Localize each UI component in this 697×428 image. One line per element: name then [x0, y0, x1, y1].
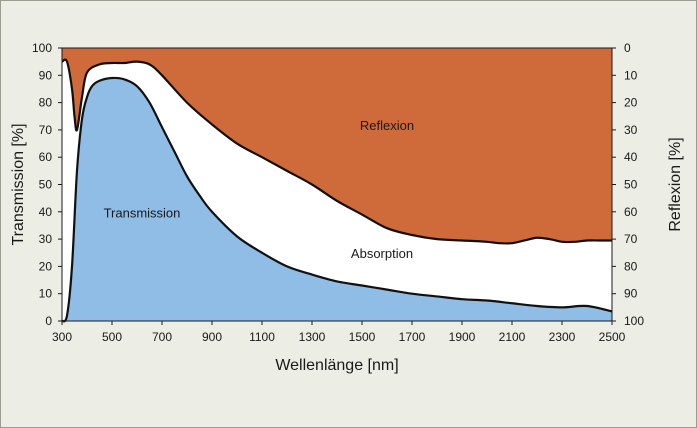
y-right-tick-label: 10	[624, 68, 638, 82]
y-left-tick-label: 100	[32, 41, 52, 55]
x-tick-label: 1300	[299, 330, 326, 344]
y-right-tick-label: 100	[624, 314, 644, 328]
y-left-tick-label: 70	[39, 123, 53, 137]
x-axis-title: Wellenlänge [nm]	[275, 357, 398, 374]
y-right-tick-label: 70	[624, 232, 638, 246]
transmission-area	[62, 77, 612, 322]
y-right-tick-label: 20	[624, 96, 638, 110]
y-right-tick-label: 40	[624, 150, 638, 164]
y-right-tick-label: 30	[624, 123, 638, 137]
x-tick-label: 1500	[349, 330, 376, 344]
region-label-reflexion: Reflexion	[360, 118, 414, 133]
y-left-tick-label: 80	[39, 96, 53, 110]
y-axis-left-title: Transmission [%]	[10, 123, 27, 245]
y-right-tick-label: 60	[624, 205, 638, 219]
chart-lines	[61, 58, 613, 323]
y-left-tick-label: 90	[39, 68, 53, 82]
x-tick-label: 1100	[249, 330, 275, 344]
x-tick-label: 500	[102, 330, 122, 344]
y-left-tick-label: 10	[39, 287, 53, 301]
x-tick-label: 2300	[549, 330, 576, 344]
x-tick-label: 700	[152, 330, 172, 344]
y-left-tick-label: 30	[39, 232, 53, 246]
transmission-line	[61, 76, 613, 323]
x-tick-label: 900	[202, 330, 222, 344]
y-right-tick-label: 0	[624, 41, 631, 55]
reflexion-line	[61, 58, 612, 245]
x-tick-label: 1900	[449, 330, 476, 344]
x-tick-label: 2500	[599, 330, 626, 344]
y-left-tick-label: 50	[39, 178, 53, 192]
y-left-tick-label: 0	[45, 314, 52, 328]
x-tick-label: 300	[52, 330, 72, 344]
y-axis-right-title: Reflexion [%]	[667, 137, 684, 231]
y-right-tick-label: 50	[624, 178, 638, 192]
region-label-transmission: Transmission	[104, 205, 181, 220]
x-tick-label: 2100	[499, 330, 526, 344]
x-tick-label: 1700	[399, 330, 426, 344]
y-axis-left-ticks: 0 10 20 30 40 50 60 70 80 90 100	[32, 41, 62, 328]
y-right-tick-label: 80	[624, 259, 638, 273]
y-left-tick-label: 60	[39, 150, 53, 164]
x-axis-ticks: 300 500 700 900 1100 1300 1500 1700 1900 2100 2300…	[52, 321, 626, 344]
region-label-absorption: Absorption	[351, 246, 413, 261]
y-right-tick-label: 90	[624, 287, 638, 301]
chart-areas	[62, 48, 612, 322]
y-left-tick-label: 20	[39, 259, 53, 273]
y-left-tick-label: 40	[39, 205, 53, 219]
